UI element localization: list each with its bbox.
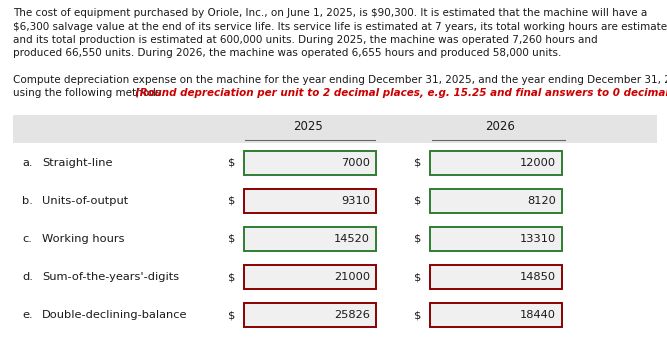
Text: Units-of-output: Units-of-output (42, 196, 128, 206)
Text: produced 66,550 units. During 2026, the machine was operated 6,655 hours and pro: produced 66,550 units. During 2026, the … (13, 49, 562, 59)
FancyBboxPatch shape (244, 189, 376, 213)
Text: 14520: 14520 (334, 234, 370, 244)
FancyBboxPatch shape (244, 265, 376, 289)
Text: c.: c. (22, 234, 32, 244)
Text: Sum-of-the-years'-digits: Sum-of-the-years'-digits (42, 272, 179, 282)
Text: $: $ (414, 196, 422, 206)
Text: $: $ (228, 310, 235, 320)
Text: $: $ (414, 234, 422, 244)
FancyBboxPatch shape (244, 151, 376, 175)
Text: 9310: 9310 (341, 196, 370, 206)
FancyBboxPatch shape (430, 265, 562, 289)
Text: $: $ (228, 234, 235, 244)
Text: 21000: 21000 (334, 272, 370, 282)
Text: Straight-line: Straight-line (42, 158, 113, 168)
FancyBboxPatch shape (430, 227, 562, 251)
Text: 7000: 7000 (341, 158, 370, 168)
Text: 2026: 2026 (485, 120, 515, 133)
Text: 14850: 14850 (520, 272, 556, 282)
Text: $: $ (228, 272, 235, 282)
Text: Working hours: Working hours (42, 234, 125, 244)
Text: $: $ (414, 272, 422, 282)
FancyBboxPatch shape (430, 189, 562, 213)
Text: $: $ (228, 158, 235, 168)
Text: d.: d. (22, 272, 33, 282)
Text: b.: b. (22, 196, 33, 206)
FancyBboxPatch shape (430, 151, 562, 175)
Text: (Round depreciation per unit to 2 decimal places, e.g. 15.25 and final answers t: (Round depreciation per unit to 2 decima… (135, 88, 667, 99)
FancyBboxPatch shape (244, 227, 376, 251)
Text: 25826: 25826 (334, 310, 370, 320)
Text: 2025: 2025 (293, 120, 323, 133)
Text: $: $ (414, 310, 422, 320)
Text: $: $ (414, 158, 422, 168)
FancyBboxPatch shape (13, 115, 657, 143)
Text: a.: a. (22, 158, 33, 168)
Text: e.: e. (22, 310, 33, 320)
Text: and its total production is estimated at 600,000 units. During 2025, the machine: and its total production is estimated at… (13, 35, 598, 45)
FancyBboxPatch shape (430, 303, 562, 327)
Text: Double-declining-balance: Double-declining-balance (42, 310, 187, 320)
Text: 8120: 8120 (527, 196, 556, 206)
Text: using the following methods.: using the following methods. (13, 88, 168, 99)
Text: $6,300 salvage value at the end of its service life. Its service life is estimat: $6,300 salvage value at the end of its s… (13, 22, 667, 32)
Text: Compute depreciation expense on the machine for the year ending December 31, 202: Compute depreciation expense on the mach… (13, 75, 667, 85)
Text: 13310: 13310 (520, 234, 556, 244)
Text: $: $ (228, 196, 235, 206)
FancyBboxPatch shape (244, 303, 376, 327)
Text: The cost of equipment purchased by Oriole, Inc., on June 1, 2025, is $90,300. It: The cost of equipment purchased by Oriol… (13, 8, 647, 18)
Text: 18440: 18440 (520, 310, 556, 320)
Text: 12000: 12000 (520, 158, 556, 168)
